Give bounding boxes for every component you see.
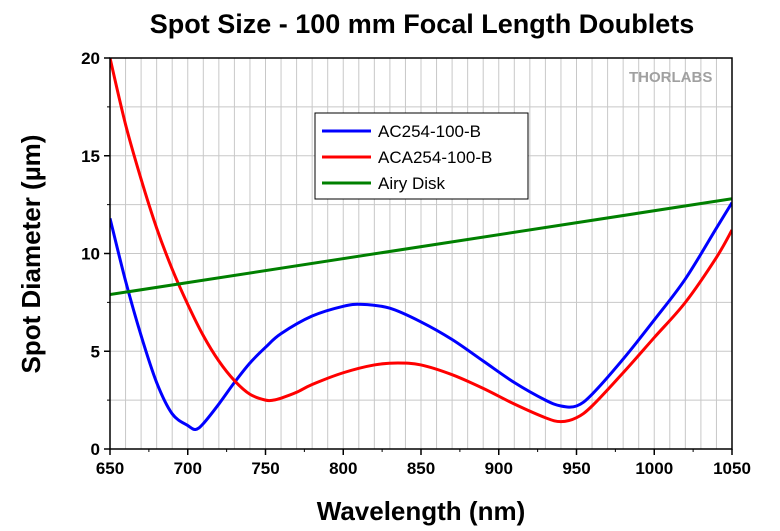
axis-ticks: [104, 57, 733, 455]
x-tick-label: 900: [485, 459, 513, 478]
series-lines: [110, 58, 732, 431]
y-tick-label: 5: [91, 342, 100, 361]
x-axis-title: Wavelength (nm): [317, 496, 525, 526]
x-tick-label: 1050: [713, 459, 751, 478]
thorlabs-logo: THORLABS: [629, 69, 712, 86]
series-line-ac254-100-b: [110, 201, 732, 431]
chart-title: Spot Size - 100 mm Focal Length Doublets: [150, 9, 695, 39]
series-line-aca254-100-b: [110, 58, 732, 424]
legend-label: ACA254-100-B: [378, 148, 492, 167]
x-tick-label: 650: [96, 459, 124, 478]
x-tick-label: 750: [251, 459, 279, 478]
y-tick-label: 15: [81, 147, 100, 166]
y-tick-labels: 0 5 10 15 20: [81, 49, 100, 459]
x-tick-label: 850: [407, 459, 435, 478]
y-tick-label: 0: [91, 440, 100, 459]
legend-label: AC254-100-B: [378, 122, 481, 141]
y-tick-label: 20: [81, 49, 100, 68]
x-tick-label: 1000: [635, 459, 673, 478]
x-tick-label: 950: [562, 459, 590, 478]
legend-label: Airy Disk: [378, 174, 446, 193]
y-tick-label: 10: [81, 245, 100, 264]
y-axis-title: Spot Diameter (µm): [16, 135, 46, 374]
series-line-airy-disk: [110, 197, 732, 297]
legend: AC254-100-B ACA254-100-B Airy Disk: [314, 112, 529, 200]
x-tick-label: 700: [174, 459, 202, 478]
x-tick-label: 800: [329, 459, 357, 478]
x-tick-labels: 650 700 750 800 850 900 950 1000 1050: [96, 459, 751, 478]
